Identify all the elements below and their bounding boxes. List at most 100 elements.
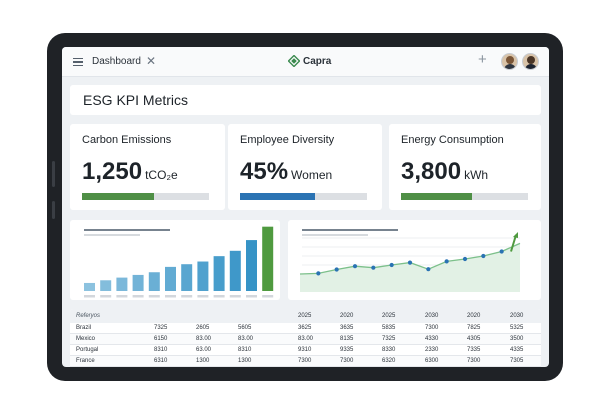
table-cell: 8135 (340, 336, 354, 342)
tab-dashboard[interactable]: Dashboard (92, 56, 141, 67)
kpi-card-energy-consumption: Energy Consumption 3,800 kWh (389, 124, 541, 210)
bar[interactable] (116, 277, 128, 291)
table-row[interactable]: Mexico 6150 83.00 83.00 83.00 8135 7325 4330 430… (70, 334, 541, 345)
x-tick-placeholder (229, 295, 241, 298)
kpi-progress-fill (401, 193, 473, 200)
table-cell: 1300 (238, 358, 252, 364)
kpi-unit: tCO₂e (145, 168, 178, 182)
data-point[interactable] (499, 249, 504, 254)
row-label: Portugal (76, 347, 99, 353)
column-header: 2030 (510, 313, 524, 319)
title-card: ESG KPI Metrics (70, 85, 541, 115)
table-header: Referyos 2025 2020 2025 2030 2020 2030 (70, 309, 541, 323)
top-bar: Dashboard ✕ Capra + (62, 47, 549, 77)
area-fill (300, 243, 520, 292)
bar[interactable] (181, 264, 193, 291)
table-cell: 9310 (298, 347, 312, 353)
kpi-unit: Women (291, 168, 333, 182)
bar[interactable] (100, 280, 112, 291)
x-tick-placeholder (84, 295, 95, 298)
kpi-card-carbon-emissions: Carbon Emissions 1,250 tCO₂e (70, 124, 225, 210)
bar[interactable] (84, 282, 95, 291)
table-cell: 8330 (382, 347, 396, 353)
data-point[interactable] (481, 253, 486, 259)
kpi-card-employee-diversity: Employee Diversity 45% Women (228, 124, 382, 210)
column-header: 2025 (382, 313, 396, 319)
x-tick-placeholder (181, 295, 193, 298)
kpi-unit: kWh (464, 168, 489, 182)
data-point[interactable] (371, 265, 376, 270)
kpi-value: 3,800 kWh (401, 158, 489, 185)
kpi-value: 1,250 tCO₂e (82, 158, 178, 185)
table-cell: 7335 (467, 347, 481, 353)
table-cell: 6310 (154, 358, 168, 364)
menu-icon[interactable] (73, 58, 83, 66)
bar[interactable] (246, 240, 257, 291)
kpi-value: 45% Women (240, 158, 333, 185)
x-tick-placeholder (148, 295, 160, 298)
bar-chart (84, 226, 274, 298)
close-icon[interactable]: ✕ (146, 54, 157, 68)
table-cell: 6300 (425, 358, 439, 364)
x-tick-placeholder (246, 295, 257, 298)
table-cell: 3625 (298, 325, 312, 331)
bar[interactable] (148, 272, 160, 291)
data-point[interactable] (444, 259, 449, 264)
data-point[interactable] (407, 260, 413, 265)
row-label: France (76, 358, 95, 364)
table-cell: 3500 (510, 336, 524, 342)
avatar[interactable] (522, 53, 539, 70)
data-table: Referyos 2025 2020 2025 2030 2020 2030 B… (70, 309, 541, 367)
data-point[interactable] (389, 262, 394, 268)
table-cell: 5605 (238, 325, 252, 331)
x-tick-placeholder (213, 295, 225, 298)
table-cell: 7300 (298, 358, 312, 364)
data-point[interactable] (462, 256, 468, 262)
table-cell: 7300 (425, 325, 439, 331)
table-cell: 7325 (154, 325, 168, 331)
bar-chart-card (70, 220, 280, 300)
table-cell: 63.00 (196, 347, 212, 353)
brand-logo: Capra (288, 55, 331, 67)
table-cell: 4305 (467, 336, 481, 342)
bar[interactable] (197, 261, 209, 291)
highlight-bar[interactable] (262, 226, 274, 291)
x-tick-placeholder (116, 295, 128, 298)
bar[interactable] (213, 256, 225, 291)
table-cell: 7300 (467, 358, 481, 364)
app-screen: Dashboard ✕ Capra + ESG KPI Metrics Carb… (62, 47, 549, 367)
data-point[interactable] (426, 267, 431, 272)
kpi-label: Employee Diversity (240, 134, 335, 146)
bar[interactable] (165, 266, 176, 291)
page-title: ESG KPI Metrics (83, 92, 189, 108)
avatar[interactable] (501, 53, 518, 70)
column-header: 2030 (425, 313, 439, 319)
data-point[interactable] (352, 264, 358, 269)
table-cell: 9335 (340, 347, 354, 353)
trend-arrow-head (513, 232, 518, 238)
line-chart (299, 229, 521, 292)
bar[interactable] (229, 250, 241, 291)
table-row[interactable]: Brazil 7325 2605 5605 3625 3635 5835 7300 7825 53… (70, 323, 541, 334)
bar[interactable] (132, 274, 144, 291)
table-row[interactable]: Portugal 8310 63.00 8310 9310 9335 8330 2330 733… (70, 345, 541, 356)
add-icon[interactable]: + (478, 51, 487, 68)
table-cell: 5325 (510, 325, 524, 331)
kpi-progress-fill (82, 193, 155, 200)
data-point[interactable] (334, 267, 339, 272)
table-cell: 83.00 (196, 336, 212, 342)
capra-logo-icon (288, 55, 300, 67)
kpi-progress-track (240, 193, 367, 200)
table-cell: 3635 (340, 325, 354, 331)
table-cell: 7300 (340, 358, 354, 364)
table-cell: 7825 (467, 325, 481, 331)
table-cell: 1300 (196, 358, 210, 364)
table-cell: 7325 (382, 336, 396, 342)
table-cell: 83.00 (298, 336, 314, 342)
table-row[interactable]: France 6310 1300 1300 7300 7300 6320 6300 7300 73… (70, 356, 541, 367)
x-tick-placeholder (197, 295, 209, 298)
data-point[interactable] (316, 271, 321, 276)
kpi-label: Carbon Emissions (82, 134, 172, 146)
column-header: Referyos (76, 313, 101, 319)
table-cell: 83.00 (238, 336, 254, 342)
